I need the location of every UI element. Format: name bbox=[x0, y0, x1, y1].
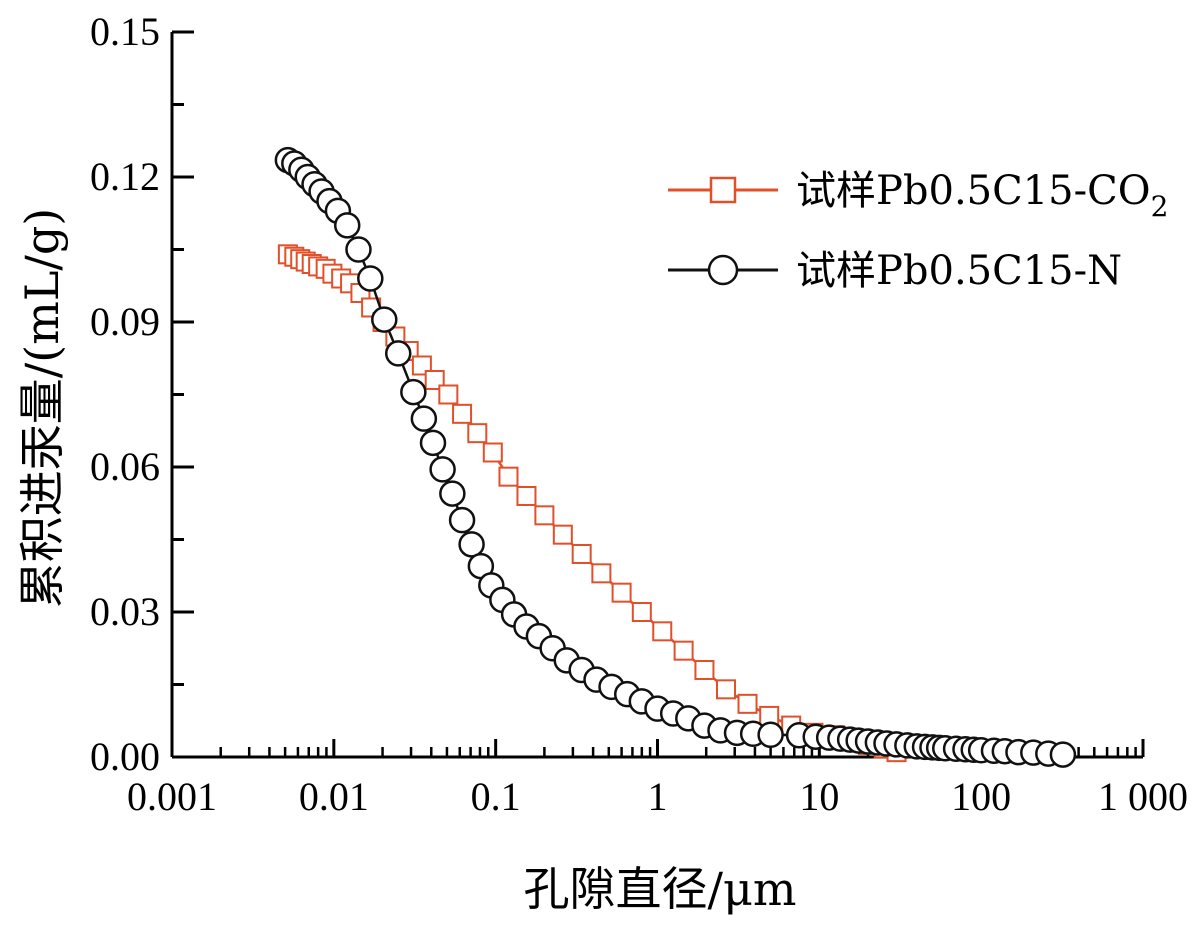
data-point-square bbox=[652, 621, 673, 642]
data-point-square bbox=[591, 563, 612, 584]
data-point-square bbox=[673, 640, 694, 661]
data-point-square bbox=[571, 544, 592, 564]
data-point-circle bbox=[439, 480, 466, 507]
x-tick-label: 0.1 bbox=[471, 774, 521, 819]
y-tick-label: 0.03 bbox=[90, 589, 160, 634]
y-tick-label: 0.06 bbox=[90, 444, 160, 489]
legend-marker-square bbox=[709, 176, 737, 204]
legend-label-1: 试样Pb0.5C15-CO2 bbox=[796, 168, 1168, 223]
data-point-square bbox=[516, 486, 537, 506]
data-point-circle bbox=[757, 721, 784, 749]
x-tick-label: 0.01 bbox=[299, 774, 369, 819]
y-axis-title: 累积进汞量/(mL/g) bbox=[15, 208, 69, 609]
data-point-circle bbox=[384, 340, 412, 367]
y-tick-label: 0.15 bbox=[90, 9, 160, 54]
data-point-square bbox=[534, 505, 555, 526]
x-axis-title: 孔隙直径/μm bbox=[523, 862, 796, 916]
data-point-circle bbox=[400, 378, 427, 406]
data-point-square bbox=[438, 384, 459, 405]
data-point-circle bbox=[357, 265, 384, 292]
data-point-square bbox=[694, 660, 715, 680]
data-point-square bbox=[715, 679, 736, 700]
data-point-square bbox=[552, 524, 573, 545]
y-tick-label: 0.09 bbox=[90, 299, 160, 344]
data-point-square bbox=[611, 582, 632, 603]
x-tick-label: 1 000 bbox=[1098, 774, 1188, 819]
data-point-circle bbox=[458, 531, 485, 558]
legend-label-subscript: 2 bbox=[1151, 190, 1169, 223]
data-point-square bbox=[631, 602, 652, 622]
data-point-circle bbox=[448, 506, 476, 534]
data-point-circle bbox=[1049, 741, 1077, 768]
axes: 0.00 0.03 0.06 0.09 0.12 0.15 0.001 0.01 0.1 1 10 1… bbox=[90, 9, 1188, 819]
x-tick-label: 100 bbox=[951, 774, 1011, 819]
legend-label-2: 试样Pb0.5C15-N bbox=[796, 248, 1122, 294]
x-tick-label: 10 bbox=[799, 774, 839, 819]
data-point-square bbox=[482, 442, 503, 463]
legend: 试样Pb0.5C15-CO2 试样Pb0.5C15-N bbox=[668, 168, 1168, 294]
data-point-circle bbox=[429, 456, 456, 483]
x-tick-label: 0.001 bbox=[127, 774, 217, 819]
data-point-square bbox=[737, 693, 758, 714]
data-point-circle bbox=[419, 429, 447, 457]
data-point-square bbox=[452, 403, 473, 424]
data-point-square bbox=[467, 423, 488, 444]
data-point-circle bbox=[371, 306, 398, 333]
x-tick-label: 1 bbox=[648, 774, 668, 819]
legend-marker-circle bbox=[707, 254, 739, 286]
y-tick-label: 0.00 bbox=[90, 734, 160, 779]
data-point-circle bbox=[333, 212, 361, 239]
data-point-square bbox=[498, 466, 519, 487]
data-point-circle bbox=[345, 236, 372, 263]
data-point-circle bbox=[410, 405, 438, 432]
y-tick-label: 0.12 bbox=[90, 154, 160, 199]
series-layer bbox=[274, 146, 1077, 768]
